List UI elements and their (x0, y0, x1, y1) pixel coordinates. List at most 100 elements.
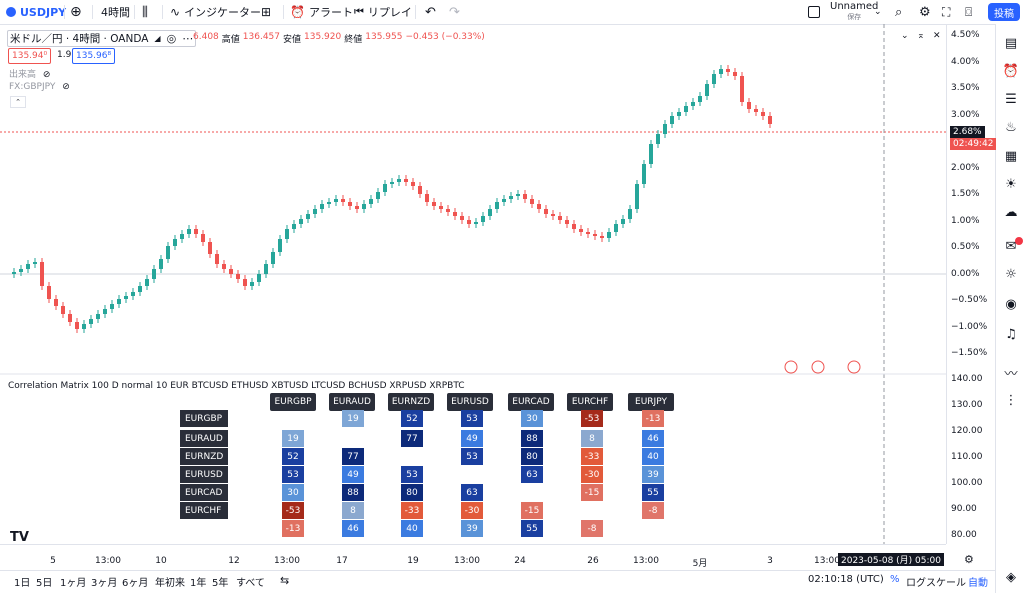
candle-body (187, 229, 191, 234)
hotlist-fire-icon[interactable]: ♨ (1005, 119, 1017, 135)
search-icon[interactable]: ⌕ (895, 4, 903, 20)
broadcast-icon[interactable]: ◉ (1005, 296, 1017, 312)
range-button[interactable]: 1年 (190, 578, 207, 589)
redo-icon[interactable]: ↷ (449, 4, 460, 20)
layout-name-button[interactable]: Unnamed 保存 (830, 0, 878, 24)
alert-button[interactable]: ⏰ アラート (290, 0, 353, 24)
gear-icon[interactable]: ⚙ (919, 4, 931, 20)
percent-toggle[interactable]: % (890, 574, 900, 585)
candle-body (761, 112, 765, 116)
sell-button[interactable]: 135.94⁰ (8, 48, 52, 64)
candle-body (726, 69, 730, 72)
candle-body (26, 264, 30, 269)
symbol-legend-title[interactable]: 米ドル／円 · 4時間 · OANDA ◢ ◎ ⋯ (7, 30, 197, 47)
fullscreen-icon[interactable]: ⛶ (942, 4, 951, 19)
matrix-cell: 53 (461, 448, 483, 465)
matrix-column-header: EURCHF (567, 393, 613, 411)
watchlist-icon[interactable]: ▤ (1004, 35, 1018, 51)
range-button[interactable]: 1日 (14, 578, 31, 589)
eye-icon[interactable]: ◎ (166, 32, 177, 45)
object-tree-icon[interactable]: ⋮ (1004, 392, 1018, 408)
layers-icon[interactable]: ◈ (1006, 569, 1016, 585)
indicators-button[interactable]: ∿ インジケーター (170, 0, 261, 24)
collapse-legend-icon[interactable]: ⌃ (10, 96, 26, 108)
candle-body (208, 242, 212, 254)
volume-legend[interactable]: 出来高 ⊘ (9, 67, 50, 80)
publish-button[interactable]: 投稿 (988, 3, 1020, 21)
range-button[interactable]: 5日 (36, 578, 53, 589)
layout-grid-icon[interactable]: ⊞ (261, 5, 272, 19)
eye-hidden-icon[interactable]: ⊘ (42, 70, 51, 80)
candle-body (432, 202, 436, 206)
log-scale-toggle[interactable]: ログスケール (906, 578, 966, 589)
price-tick-label: 1.00% (951, 215, 980, 226)
candlestick-series (12, 65, 772, 333)
range-button[interactable]: 3ヶ月 (91, 578, 118, 589)
scroll-down-icon[interactable]: ⌄ (901, 31, 909, 41)
matrix-title[interactable]: Correlation Matrix 100 D normal 10 EUR B… (8, 381, 465, 391)
chat-icon[interactable]: ✉ (1005, 238, 1017, 254)
tradingview-logo[interactable]: TV (10, 530, 29, 545)
collapse-pane-icon[interactable]: ⌅ (917, 31, 925, 41)
idea-lightbulb-icon[interactable]: ☼ (1005, 266, 1017, 282)
high-label: 高値 (221, 35, 240, 45)
range-button[interactable]: 5年 (212, 578, 229, 589)
undo-icon[interactable]: ↶ (425, 4, 436, 20)
range-button[interactable]: 6ヶ月 (122, 578, 149, 589)
compare-legend[interactable]: FX:GBPJPY ⊘ (9, 82, 70, 92)
candle-type-icon[interactable]: ⫼ (142, 4, 148, 20)
range-button[interactable]: 年初来 (155, 578, 185, 589)
interval-button[interactable]: 4時間 (101, 6, 130, 19)
candle-body (138, 286, 142, 292)
price-axis[interactable]: 4.50%4.00%3.50%3.00%2.50%2.00%1.50%1.00%… (946, 24, 996, 374)
indicator-tick-label: 130.00 (951, 400, 983, 410)
candle-body (607, 232, 611, 238)
price-tick-label: 3.00% (951, 109, 980, 120)
matrix-cell: 55 (642, 484, 664, 501)
axis-settings-gear-icon[interactable]: ⚙ (964, 553, 974, 566)
date-range-icon[interactable]: ⇆ (280, 574, 290, 587)
calendar-icon[interactable]: ▦ (1004, 148, 1018, 164)
time-axis[interactable] (0, 544, 946, 567)
range-button[interactable]: すべて (236, 578, 265, 589)
matrix-cell: 40 (401, 520, 423, 537)
replay-button[interactable]: ⏮ リプレイ (354, 0, 412, 24)
more-icon[interactable]: ⋯ (182, 32, 194, 45)
clock-label[interactable]: 02:10:18 (UTC) (808, 574, 884, 585)
time-tick-label: 17 (336, 556, 348, 566)
price-chart[interactable] (0, 24, 995, 544)
matrix-cell: -33 (401, 502, 423, 519)
trend-icon[interactable]: 〰 (1004, 366, 1018, 382)
close-pane-icon[interactable]: ✕ (933, 31, 941, 41)
candle-body (250, 282, 254, 286)
chevron-down-icon[interactable]: ⌄ (874, 7, 882, 17)
time-tick-label: 13:00 (454, 556, 480, 566)
compare-add-icon[interactable]: ⊕ (70, 4, 82, 20)
right-sidebar: ▤ ⏰ ☰ ♨ ▦ ☀ ☁ ✉ ☼ ◉ ♫ 〰 ⋮ ◈ (995, 24, 1024, 593)
matrix-cell: -53 (282, 502, 304, 519)
symbol-search-button[interactable]: USDJPY (6, 0, 66, 24)
auto-scale-toggle[interactable]: 自動 (968, 578, 988, 589)
buy-button[interactable]: 135.96⁸ (72, 48, 116, 64)
matrix-column-header: EURCAD (508, 393, 554, 411)
candle-body (712, 74, 716, 84)
eye-hidden-icon[interactable]: ⊘ (62, 82, 70, 92)
indicator-axis[interactable]: 140.00 130.00 120.00 110.00 100.00 90.00 80.00 (946, 374, 996, 544)
alerts-clock-icon[interactable]: ⏰ (1002, 63, 1020, 79)
matrix-cell: 52 (401, 410, 423, 427)
candle-body (460, 216, 464, 220)
range-button[interactable]: 1ヶ月 (60, 578, 87, 589)
candle-body (635, 184, 639, 209)
candle-body (768, 116, 772, 124)
camera-icon[interactable]: ⌼ (965, 4, 973, 19)
candle-body (474, 222, 478, 224)
low-label: 安値 (283, 35, 302, 45)
layout-checkbox[interactable] (808, 0, 820, 24)
indicator-tick-label: 110.00 (951, 452, 983, 462)
streams-icon[interactable]: ☁ (1004, 204, 1018, 220)
ideas-bulb-icon[interactable]: ☀ (1005, 176, 1017, 192)
change-value: −0.453 (−0.33%) (405, 32, 485, 42)
bell-icon[interactable]: ♫ (1005, 326, 1017, 342)
candle-body (47, 286, 51, 299)
data-window-icon[interactable]: ☰ (1005, 91, 1017, 107)
